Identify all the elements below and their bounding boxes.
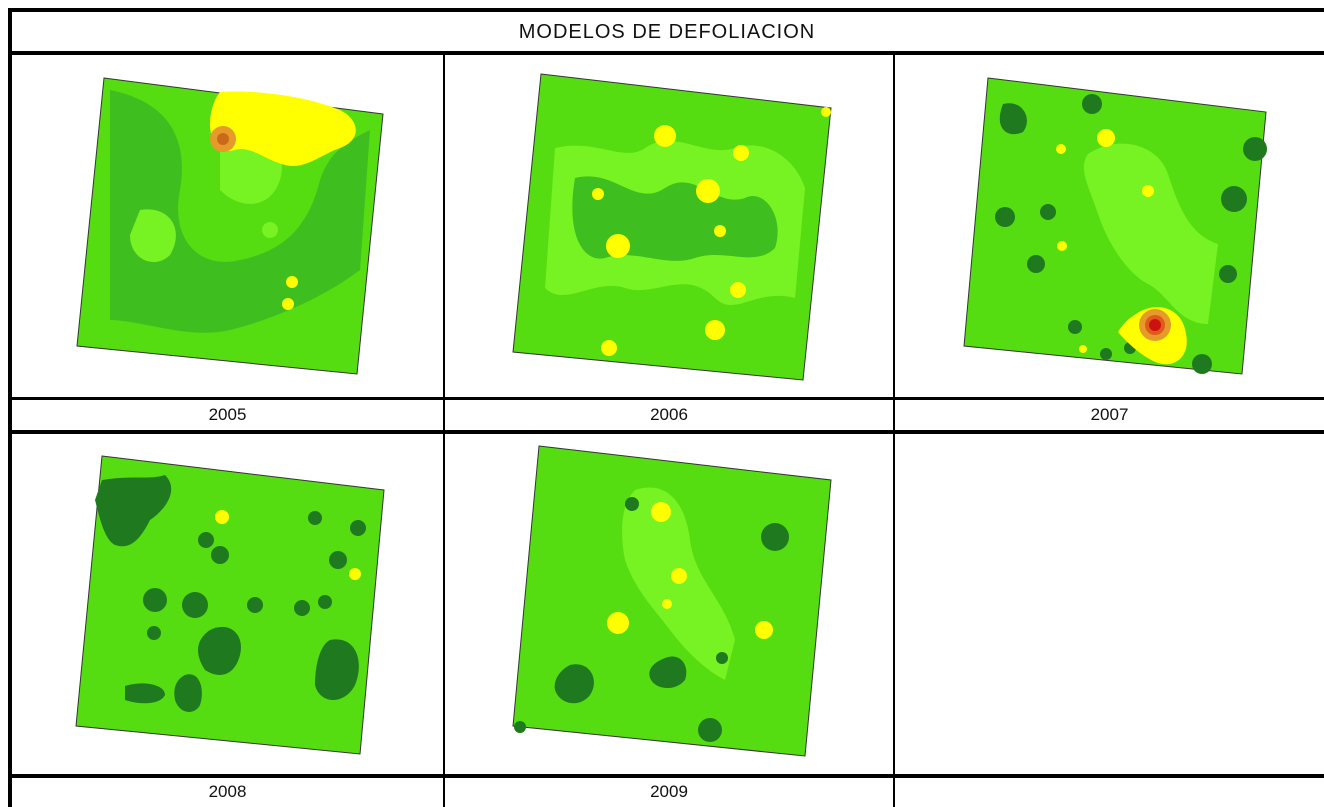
table-border-left — [8, 8, 12, 807]
defoliation-map-2005 — [76, 77, 384, 375]
defoliation-map-2009 — [512, 445, 832, 757]
table-divider — [10, 397, 1324, 400]
year-label-2008: 2008 — [208, 782, 247, 801]
year-label-empty — [895, 779, 1324, 805]
table-divider — [443, 53, 445, 807]
year-label-2006: 2006 — [650, 405, 688, 424]
defoliation-map-2007 — [963, 77, 1267, 375]
table-divider — [10, 430, 1324, 434]
defoliation-map-2006 — [512, 73, 832, 381]
table-divider — [10, 51, 1324, 55]
defoliation-map-2008 — [75, 455, 385, 755]
table-divider — [893, 53, 895, 807]
year-label-2007: 2007 — [1090, 405, 1129, 424]
year-label-2005: 2005 — [208, 405, 247, 424]
table-divider — [10, 774, 1324, 778]
table-title: MODELOS DE DEFOLIACION — [518, 20, 816, 43]
year-label-2009: 2009 — [650, 782, 688, 801]
table-border-top — [10, 8, 1324, 12]
